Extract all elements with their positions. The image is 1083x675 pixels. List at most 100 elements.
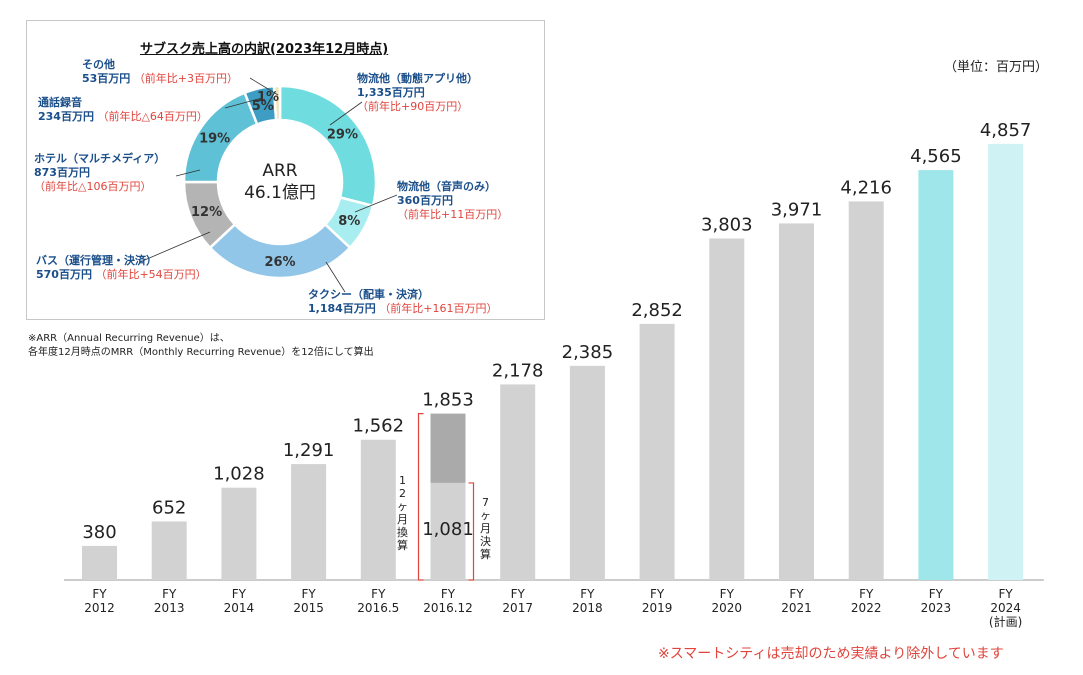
x-tick-label: FY bbox=[441, 587, 456, 601]
bar-value-label: 4,857 bbox=[980, 120, 1032, 141]
x-tick-label: 2022 bbox=[851, 601, 882, 615]
donut-pct-label: 5% bbox=[252, 99, 274, 114]
slice-label-taxi: タクシー（配車・決済） 1,184百万円 （前年比+161百万円） bbox=[308, 288, 498, 315]
x-tick-label: FY bbox=[859, 587, 874, 601]
bar-value-label: 652 bbox=[152, 497, 186, 518]
donut-pct-label: 12% bbox=[191, 205, 222, 220]
annotation-12-month-char: 換 bbox=[397, 526, 408, 539]
x-tick-label: (計画) bbox=[989, 614, 1022, 629]
x-tick-label: FY bbox=[789, 587, 804, 601]
x-tick-label: FY bbox=[232, 587, 247, 601]
bracket-7-month bbox=[468, 482, 475, 581]
bar-2021 bbox=[779, 223, 814, 580]
donut-pct-label: 1% bbox=[257, 90, 279, 105]
donut-leader-line bbox=[175, 169, 201, 177]
annotation-7-month-char: 7 bbox=[482, 496, 489, 509]
annotation-12-month-char: 月 bbox=[397, 513, 408, 526]
x-tick-label: FY bbox=[998, 587, 1013, 601]
x-tick-label: 2014 bbox=[224, 601, 255, 615]
annotation-12-month-char: 1 bbox=[399, 474, 406, 487]
donut-slice bbox=[272, 84, 282, 122]
x-tick-label: 2016.5 bbox=[357, 601, 399, 615]
x-tick-label: 2019 bbox=[642, 601, 673, 615]
bar-value-label: 380 bbox=[82, 522, 116, 543]
bar-2016-5 bbox=[360, 439, 396, 580]
x-tick-label: FY bbox=[720, 587, 735, 601]
slice-label-call-recording: 通話録音 234百万円 （前年比△64百万円） bbox=[38, 96, 208, 123]
donut-center-amount: 46.1億円 bbox=[244, 183, 316, 203]
bar-2019 bbox=[639, 323, 675, 580]
x-tick-label: FY bbox=[929, 587, 944, 601]
bar-value-label: 2,852 bbox=[631, 300, 683, 321]
x-tick-label: 2015 bbox=[293, 601, 324, 615]
donut-pct-label: 8% bbox=[338, 214, 360, 229]
bar-fy2016-12-actual-label: 1,081 bbox=[422, 519, 474, 540]
bar-value-label: 3,971 bbox=[771, 199, 823, 220]
x-tick-label: 2018 bbox=[572, 601, 603, 615]
donut-pct-label: 19% bbox=[199, 132, 230, 147]
arr-footnote-line-2: 各年度12月時点のMRR（Monthly Recurring Revenue）を… bbox=[28, 347, 374, 358]
x-tick-label: 2016.12 bbox=[423, 601, 473, 615]
x-tick-label: 2023 bbox=[921, 601, 952, 615]
donut-leader-line bbox=[329, 101, 363, 126]
x-tick-label: FY bbox=[92, 587, 107, 601]
unit-label: （単位：百万円） bbox=[944, 60, 1049, 75]
donut-center-label: ARR 46.1億円 bbox=[230, 160, 330, 204]
donut-leader-line bbox=[249, 77, 279, 96]
donut-leader-line bbox=[354, 194, 398, 213]
donut-leader-line bbox=[139, 231, 211, 263]
x-tick-label: FY bbox=[301, 587, 316, 601]
bar-2024 bbox=[988, 143, 1024, 581]
x-tick-label: FY bbox=[511, 587, 526, 601]
x-tick-label: 2020 bbox=[712, 601, 743, 615]
x-tick-label: 2021 bbox=[781, 601, 812, 615]
x-tick-label: FY bbox=[580, 587, 595, 601]
annotation-7-month-char: 月 bbox=[480, 522, 491, 535]
donut-center-arr: ARR bbox=[262, 161, 298, 181]
bar-2022 bbox=[848, 201, 884, 580]
bar-value-label: 4,216 bbox=[840, 177, 892, 198]
bar-value-label: 1,562 bbox=[353, 416, 405, 437]
bar-value-label: 1,028 bbox=[213, 464, 265, 485]
slice-label-logistics-app: 物流他（動態アプリ他） 1,335百万円 （前年比+90百万円） bbox=[357, 72, 478, 113]
bar-2014 bbox=[221, 487, 257, 580]
bracket-12-month bbox=[417, 413, 424, 581]
x-tick-label: 2017 bbox=[502, 601, 533, 615]
annotation-7-month-char: ヶ bbox=[480, 509, 491, 522]
bar-value-label: 1,853 bbox=[422, 390, 474, 411]
smart-city-note: ※スマートシティは売却のため実績より除外しています bbox=[658, 646, 1004, 662]
x-tick-label: FY bbox=[162, 587, 177, 601]
slice-label-hotel: ホテル（マルチメディア） 873百万円 （前年比△106百万円） bbox=[34, 152, 166, 193]
bar-value-label: 2,385 bbox=[562, 342, 614, 363]
slice-label-logistics-voice: 物流他（音声のみ） 360百万円 （前年比+11百万円） bbox=[397, 180, 509, 221]
donut-pct-label: 26% bbox=[264, 255, 295, 270]
bar-2015 bbox=[291, 464, 327, 580]
bar-value-label: 2,178 bbox=[492, 360, 544, 381]
donut-leader-line bbox=[224, 97, 263, 109]
bar-value-label: 4,565 bbox=[910, 146, 962, 167]
annotation-7-month-char: 決 bbox=[480, 535, 491, 548]
annotation-12-month-char: 算 bbox=[397, 538, 408, 552]
slice-label-bus: バス（運行管理・決済） 570百万円 （前年比+54百万円） bbox=[36, 254, 207, 281]
x-tick-label: FY bbox=[650, 587, 665, 601]
bar-value-label: 3,803 bbox=[701, 215, 753, 236]
bar-fy2016-12-actual bbox=[430, 482, 466, 580]
bar-2020 bbox=[709, 238, 745, 581]
bar-2013 bbox=[151, 521, 187, 580]
bar-value-label: 1,291 bbox=[283, 440, 335, 461]
bar-2017 bbox=[500, 384, 536, 580]
x-tick-label: FY bbox=[371, 587, 386, 601]
bar-2018 bbox=[569, 365, 605, 580]
donut-pct-label: 29% bbox=[327, 128, 358, 143]
bar-2012 bbox=[82, 545, 117, 580]
bar-fy2016-12-annualized-part bbox=[430, 413, 466, 483]
x-tick-label: 2024 bbox=[990, 601, 1021, 615]
annotation-12-month-char: ヶ bbox=[397, 500, 408, 513]
donut-leader-line bbox=[325, 261, 346, 293]
annotation-12-month-char: 2 bbox=[399, 487, 406, 500]
x-tick-label: 2012 bbox=[84, 601, 115, 615]
slice-label-other: その他 53百万円 （前年比+3百万円） bbox=[82, 58, 239, 85]
annotation-7-month-char: 算 bbox=[480, 547, 491, 561]
